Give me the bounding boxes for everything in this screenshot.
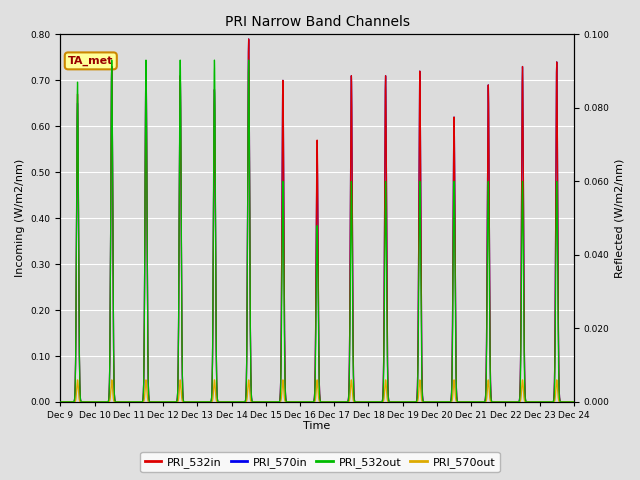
Legend: PRI_532in, PRI_570in, PRI_532out, PRI_570out: PRI_532in, PRI_570in, PRI_532out, PRI_57… xyxy=(140,452,500,472)
Text: TA_met: TA_met xyxy=(68,56,113,66)
Y-axis label: Reflected (W/m2/nm): Reflected (W/m2/nm) xyxy=(615,158,625,278)
Y-axis label: Incoming (W/m2/nm): Incoming (W/m2/nm) xyxy=(15,159,25,277)
Title: PRI Narrow Band Channels: PRI Narrow Band Channels xyxy=(225,15,410,29)
X-axis label: Time: Time xyxy=(303,421,331,432)
